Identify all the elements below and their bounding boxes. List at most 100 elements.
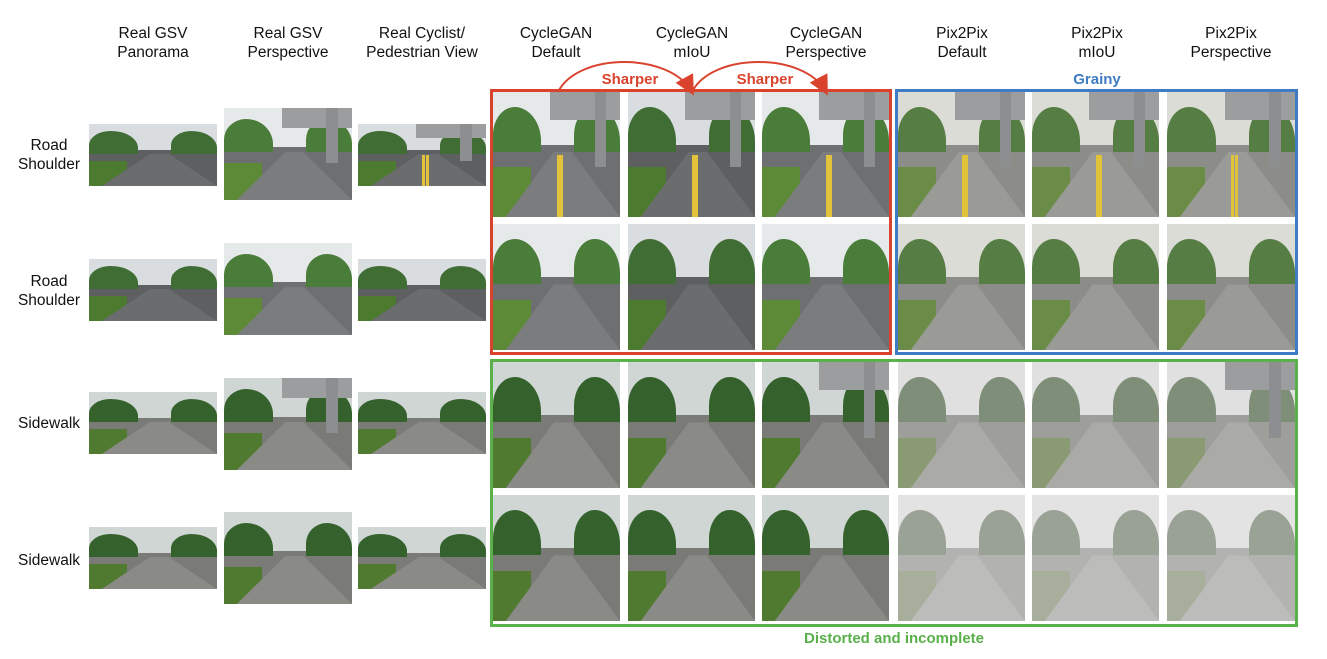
street-image-r2-c3 bbox=[358, 259, 486, 321]
street-image-r4-c1 bbox=[89, 527, 217, 589]
header-line: Default bbox=[531, 44, 581, 61]
scene-pillar bbox=[1269, 92, 1281, 167]
scene-lane-marking bbox=[1099, 154, 1103, 217]
header-line: Panorama bbox=[117, 44, 189, 61]
column-header-real-gsv-panorama: Real GSV Panorama bbox=[78, 24, 228, 62]
street-image-r3-c8 bbox=[1032, 362, 1159, 488]
street-image-r4-c4 bbox=[493, 495, 620, 621]
column-header-pix2pix-miou: Pix2Pix mIoU bbox=[1022, 24, 1172, 62]
sidewalk-highlight-box bbox=[490, 359, 1298, 627]
scene-pillar bbox=[1133, 92, 1146, 167]
scene-lane-marking bbox=[1234, 154, 1238, 217]
scene-overpass bbox=[1224, 362, 1295, 390]
header-line: CycleGAN bbox=[519, 25, 593, 42]
column-header-cyclegan-default: CycleGAN Default bbox=[481, 24, 631, 62]
scene-overpass bbox=[819, 92, 889, 120]
header-line: CycleGAN bbox=[789, 25, 863, 42]
scene-lane-marking bbox=[425, 155, 429, 186]
cyclegan-highlight-box bbox=[490, 89, 892, 355]
street-image-r1-c9 bbox=[1167, 92, 1295, 217]
column-header-real-gsv-perspective: Real GSV Perspective bbox=[213, 24, 363, 62]
column-header-cyclegan-miou: CycleGAN mIoU bbox=[617, 24, 767, 62]
scene-lane-marking bbox=[560, 154, 564, 217]
scene-pillar bbox=[594, 92, 607, 167]
street-image-r2-c7 bbox=[898, 224, 1025, 350]
pix2pix-highlight-box bbox=[895, 89, 1298, 355]
scene-lane-marking bbox=[961, 154, 965, 217]
street-image-r2-c8 bbox=[1032, 224, 1159, 350]
scene-pillar bbox=[326, 378, 338, 434]
street-image-r4-c8 bbox=[1032, 495, 1159, 621]
scene-pillar bbox=[729, 92, 742, 167]
scene-pillar bbox=[1269, 362, 1281, 438]
scene-lane-marking bbox=[695, 154, 699, 217]
street-image-r2-c9 bbox=[1167, 224, 1295, 350]
header-line: Pedestrian View bbox=[366, 44, 478, 61]
scene-overpass bbox=[819, 362, 889, 390]
header-line: mIoU bbox=[673, 44, 711, 61]
column-header-real-cyclist-view: Real Cyclist/ Pedestrian View bbox=[347, 24, 497, 62]
street-image-r3-c7 bbox=[898, 362, 1025, 488]
header-line: Perspective bbox=[785, 44, 867, 61]
sharper-label-1: Sharper bbox=[595, 71, 665, 88]
street-image-r4-c6 bbox=[762, 495, 889, 621]
street-image-r2-c5 bbox=[628, 224, 755, 350]
row-label-line: Road bbox=[30, 273, 68, 290]
street-image-r1-c5 bbox=[628, 92, 755, 217]
row-label-line: Shoulder bbox=[17, 156, 81, 173]
scene-pillar bbox=[460, 124, 472, 162]
row-label-line: Sidewalk bbox=[17, 415, 81, 432]
street-image-r4-c2 bbox=[224, 512, 352, 604]
scene-overpass bbox=[685, 92, 755, 120]
street-image-r1-c4 bbox=[493, 92, 620, 217]
scene-lane-marking bbox=[691, 154, 695, 217]
street-image-r4-c5 bbox=[628, 495, 755, 621]
sharper-arrow-1 bbox=[557, 61, 694, 96]
column-header-pix2pix-default: Pix2Pix Default bbox=[887, 24, 1037, 62]
header-line: Pix2Pix bbox=[936, 25, 988, 42]
row-label-sidewalk-2: Sidewalk bbox=[6, 551, 92, 570]
scene-lane-marking bbox=[556, 154, 560, 217]
scene-overpass bbox=[415, 124, 486, 138]
sharper-arrow-2 bbox=[691, 61, 828, 96]
header-line: Real GSV bbox=[118, 25, 188, 42]
header-line: Pix2Pix bbox=[1071, 25, 1123, 42]
distorted-label: Distorted and incomplete bbox=[803, 630, 985, 647]
scene-lane-marking bbox=[965, 154, 969, 217]
header-line: Real Cyclist/ bbox=[378, 25, 466, 42]
sharper-label-2: Sharper bbox=[730, 71, 800, 88]
row-label-line: Sidewalk bbox=[17, 552, 81, 569]
column-header-pix2pix-perspective: Pix2Pix Perspective bbox=[1156, 24, 1306, 62]
header-line: mIoU bbox=[1078, 44, 1116, 61]
scene-overpass bbox=[281, 108, 352, 129]
header-line: Perspective bbox=[247, 44, 329, 61]
header-line: Real GSV bbox=[253, 25, 323, 42]
street-image-r1-c2 bbox=[224, 108, 352, 200]
header-line: CycleGAN bbox=[655, 25, 729, 42]
row-label-road-shoulder-1: Road Shoulder bbox=[6, 136, 92, 174]
scene-lane-marking bbox=[1231, 154, 1234, 217]
street-image-r3-c6 bbox=[762, 362, 889, 488]
row-label-line: Shoulder bbox=[17, 292, 81, 309]
street-image-r2-c4 bbox=[493, 224, 620, 350]
scene-overpass bbox=[955, 92, 1025, 120]
street-image-r2-c2 bbox=[224, 243, 352, 335]
scene-overpass bbox=[281, 378, 352, 399]
street-image-r3-c5 bbox=[628, 362, 755, 488]
scene-lane-marking bbox=[825, 154, 829, 217]
street-image-r1-c8 bbox=[1032, 92, 1159, 217]
scene-pillar bbox=[863, 362, 876, 438]
sharper-arrows bbox=[557, 61, 828, 96]
header-line: Default bbox=[937, 44, 987, 61]
street-image-r2-c1 bbox=[89, 259, 217, 321]
street-image-r1-c7 bbox=[898, 92, 1025, 217]
street-image-r4-c7 bbox=[898, 495, 1025, 621]
street-image-r3-c9 bbox=[1167, 362, 1295, 488]
header-line: Pix2Pix bbox=[1205, 25, 1257, 42]
street-image-r2-c6 bbox=[762, 224, 889, 350]
column-header-cyclegan-perspective: CycleGAN Perspective bbox=[751, 24, 901, 62]
scene-pillar bbox=[863, 92, 876, 167]
header-line: Perspective bbox=[1190, 44, 1272, 61]
scene-lane-marking bbox=[422, 155, 425, 186]
street-image-r4-c9 bbox=[1167, 495, 1295, 621]
